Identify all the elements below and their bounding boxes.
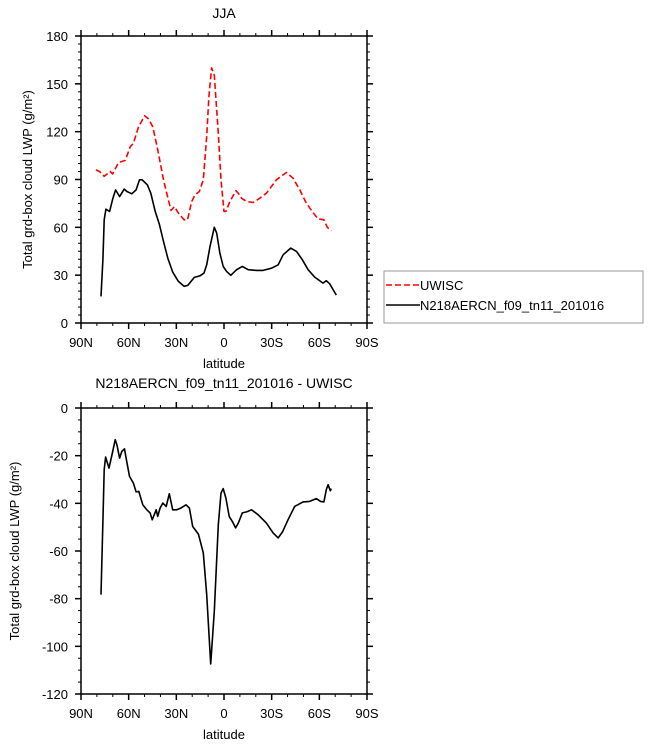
y-tick-label: 90 [54,173,68,188]
y-tick-label: 0 [61,316,68,331]
x-axis-label: latitude [203,727,245,742]
x-tick-label: 60N [117,335,141,350]
y-tick-label: 120 [46,125,68,140]
x-tick-label: 60S [308,706,331,721]
x-tick-label: 0 [220,706,227,721]
y-tick-label: -80 [49,592,68,607]
plot-title: JJA [212,5,236,21]
y-tick-label: 30 [54,268,68,283]
x-tick-label: 90S [355,706,378,721]
y-axis-label: Total grd-box cloud LWP (g/m²) [20,90,35,269]
x-tick-label: 30S [260,706,283,721]
y-tick-label: 150 [46,77,68,92]
x-tick-label: 30S [260,335,283,350]
x-tick-label: 30N [164,706,188,721]
legend-label: N218AERCN_f09_tn11_201016 [420,298,604,313]
x-tick-label: 90N [69,706,93,721]
series-line-difference [100,438,333,665]
x-tick-label: 0 [220,335,227,350]
legend: UWISC N218AERCN_f09_tn11_201016 [383,270,644,324]
plot-title: N218AERCN_f09_tn11_201016 - UWISC [95,375,352,391]
y-tick-label: -40 [49,496,68,511]
plot-frame [80,35,368,324]
y-tick-label: 0 [61,401,68,416]
x-tick-label: 90N [69,335,93,350]
plot-panel-1: JJA 90N 60N 30N 0 30S 60S 90S 0 30 60 90 120 150 180 la… [20,5,644,371]
y-tick-label: -120 [42,687,68,702]
y-tick-label: 60 [54,220,68,235]
plot-panel-2: N218AERCN_f09_tn11_201016 - UWISC 90N 60N 3… [7,375,379,742]
y-tick-label: -60 [49,544,68,559]
x-tick-label: 30N [164,335,188,350]
y-tick-label: -100 [42,639,68,654]
y-axis-label: Total grd-box cloud LWP (g/m²) [7,462,22,641]
legend-label: UWISC [420,278,463,293]
y-tick-label: 180 [46,29,68,44]
x-tick-label: 60N [117,706,141,721]
y-tick-label: -20 [49,449,68,464]
series-line-uwisc [95,67,332,232]
x-tick-label: 60S [308,335,331,350]
x-axis-label: latitude [203,356,245,371]
series-line-model [100,179,337,297]
plot-frame [80,407,368,695]
x-tick-label: 90S [355,335,378,350]
legend-box [383,270,644,324]
